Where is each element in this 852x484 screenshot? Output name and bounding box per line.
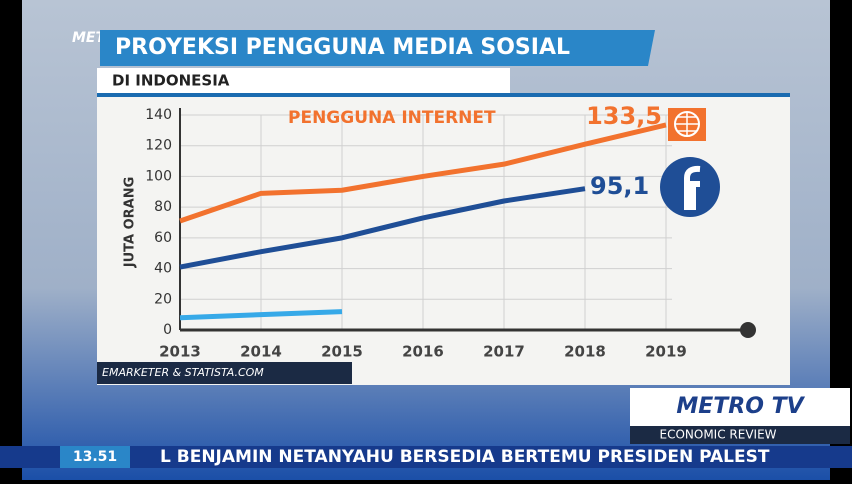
value-label: 133,5	[586, 102, 662, 130]
y-tick-label: 0	[163, 322, 172, 338]
x-tick-label: 2017	[483, 343, 525, 361]
divider	[97, 93, 790, 97]
y-axis-label: JUTA ORANG	[123, 177, 138, 269]
globe-lines	[675, 112, 699, 136]
program: ECONOMIC REVIEW	[659, 428, 776, 442]
source-box	[97, 362, 352, 384]
program-box	[630, 426, 850, 444]
y-tick-label: 60	[154, 230, 172, 246]
title-bar	[100, 30, 655, 66]
y-tick-label: 80	[154, 199, 172, 215]
subtitle-bar	[97, 68, 510, 93]
brand: METRO TV	[676, 394, 805, 419]
x-tick-label: 2015	[321, 343, 363, 361]
y-tick-label: 120	[145, 138, 172, 154]
ticker-text: L BENJAMIN NETANYAHU BERSEDIA BERTEMU PR…	[160, 447, 770, 467]
x-tick-label: 2016	[402, 343, 444, 361]
brand-box	[630, 388, 850, 426]
chart-title: PROYEKSI PENGGUNA MEDIA SOSIAL	[115, 35, 570, 60]
y-tick-label: 20	[154, 291, 172, 307]
y-tick-label: 100	[145, 168, 172, 184]
y-tick-label: 40	[154, 261, 172, 277]
y-tick-label: 140	[145, 107, 172, 123]
annotation: 95,1	[590, 172, 649, 200]
x-tick-label: 2013	[159, 343, 201, 361]
plot: 0 20 40 60 80 100 120 140 2013 2014 2015 2016 2017 20…	[145, 102, 756, 361]
facebook-f	[684, 165, 701, 210]
x-tick-label: 2018	[564, 343, 606, 361]
axis-end	[740, 322, 756, 338]
series-line	[179, 122, 667, 224]
x-tick-label: 2014	[240, 343, 282, 361]
series-line	[179, 186, 586, 270]
chart-panel	[97, 97, 790, 385]
series-line	[179, 309, 343, 321]
ticker-bar	[0, 446, 852, 468]
chart-subtitle: DI INDONESIA	[112, 72, 230, 90]
ticker-time-box	[60, 446, 130, 468]
x-tick-label: 2019	[645, 343, 687, 361]
ticker-time: 13.51	[73, 449, 117, 465]
series-label: PENGGUNA INTERNET	[288, 108, 496, 128]
source: EMARKETER & STATISTA.COM	[102, 366, 264, 379]
